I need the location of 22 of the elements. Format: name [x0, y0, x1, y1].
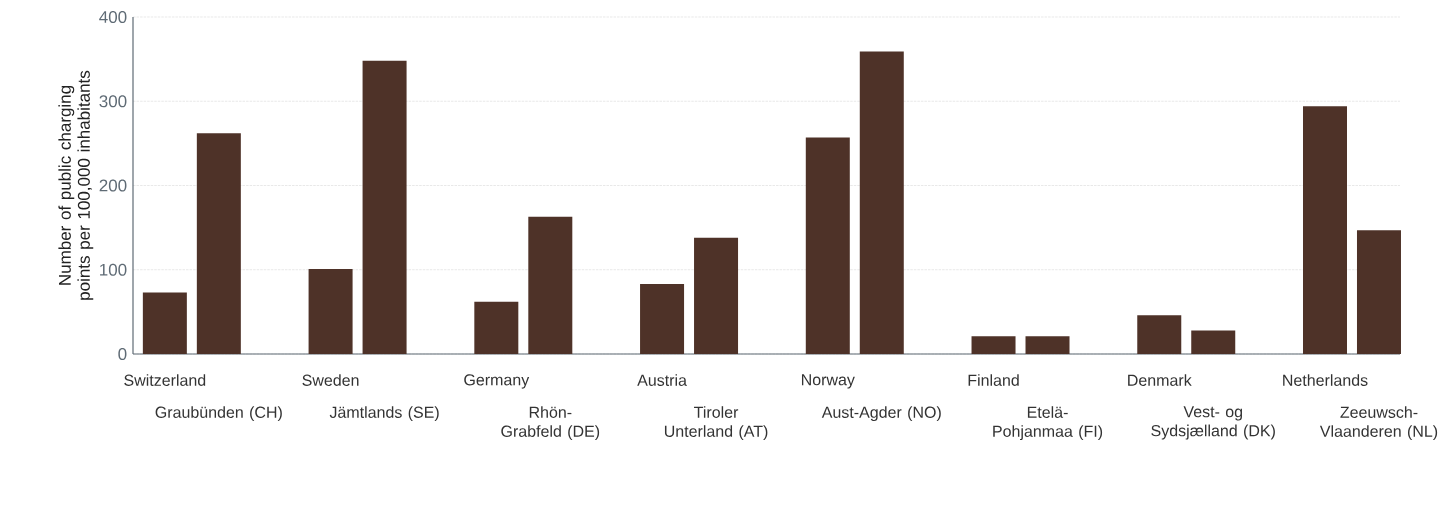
x-tick-label: Etelä-Pohjanmaa (FI)	[993, 406, 1103, 441]
x-tick-label: Vest- og Sydsjælland (DK)	[1151, 406, 1275, 440]
x-tick-label: Graubünden (CH)	[155, 406, 282, 422]
x-tick-label: Rhön-Grabfeld (DE)	[501, 406, 600, 441]
y-tick-label: 100	[100, 263, 127, 276]
x-tick-label: Denmark	[1128, 374, 1192, 386]
y-tick-label: 400	[99, 10, 127, 24]
y-tick-label: 200	[99, 179, 127, 192]
x-tick-label: Switzerland	[124, 374, 206, 386]
x-tick-label: Aust-Agder (NO)	[821, 406, 941, 422]
x-tick-label: Netherlands	[1283, 374, 1368, 386]
x-tick-label: Tiroler Unterland (AT)	[664, 406, 768, 441]
x-tick-label: Germany	[464, 374, 530, 389]
x-tick-label: Finland	[968, 374, 1019, 386]
x-tick-label: Austria	[637, 374, 687, 386]
y-tick-label: 0	[118, 347, 127, 361]
x-tick-label: Zeeuwsch-Vlaanderen (NL)	[1319, 406, 1438, 441]
y-axis-title: Number of public charging points per 100,000 inhabitants	[58, 70, 94, 300]
x-tick-label: Jämtlands (SE)	[329, 406, 439, 422]
x-tick-label: Sweden	[302, 374, 359, 386]
y-tick-label: 300	[99, 95, 127, 108]
x-tick-label: Norway	[801, 374, 855, 389]
